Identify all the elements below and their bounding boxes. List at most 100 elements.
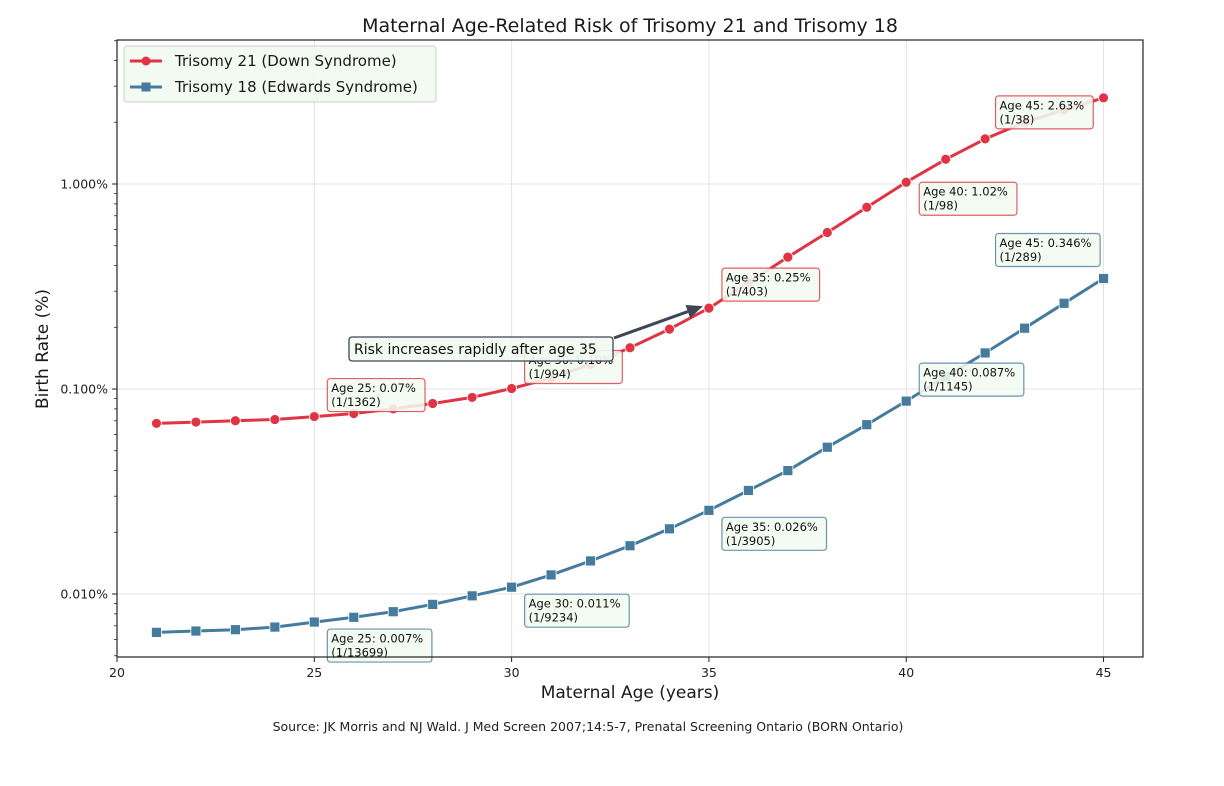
data-point-trisomy18 [506,581,518,593]
data-point-trisomy18 [545,569,557,581]
data-point-trisomy21 [821,227,833,238]
data-point-trisomy21 [900,176,912,188]
annotation-label: Age 45: 2.63% [1000,98,1085,112]
callout: Risk increases rapidly after age 35 [348,304,703,362]
data-point-trisomy21 [190,416,202,428]
annotation-box [326,628,433,663]
y-axis-label: Birth Rate (%) [33,289,53,409]
data-point-trisomy18 [229,624,241,636]
data-point-trisomy18 [585,555,596,567]
data-point-trisomy21 [466,392,478,403]
annotation-fraction: (1/13699) [331,646,388,660]
annotation-fraction: (1/994) [529,367,571,381]
legend-box [123,45,437,103]
annotation-box [721,267,821,302]
data-point-trisomy21 [269,414,281,425]
annotation-label: Age 35: 0.25% [726,271,811,285]
callout-arrow-head-icon [685,304,703,319]
data-point-trisomy18 [664,523,675,535]
data-point-trisomy21 [624,342,636,354]
data-point-trisomy21 [703,302,715,314]
x-tick-label: 35 [701,665,717,680]
y-axis-ticks: 0.010% 0.100% 1.000% [60,177,117,602]
chart-title: Maternal Age-Related Risk of Trisomy 21 … [362,15,898,37]
square-marker-icon [141,82,151,92]
annotation-fraction: (1/38) [1000,112,1035,126]
annotation-fraction: (1/3905) [726,534,775,548]
annotation-t18-age45: Age 45: 0.346%(1/289) [994,232,1101,268]
data-point-trisomy18 [861,419,873,431]
data-point-trisomy21 [1098,92,1109,104]
annotation-label: Age 40: 0.087% [923,366,1015,380]
annotation-t21-age45: Age 45: 2.63%(1/38) [994,95,1094,130]
data-point-trisomy18 [742,485,754,496]
data-point-trisomy18 [900,395,912,407]
data-point-trisomy21 [664,323,675,335]
annotation-t21-age35: Age 35: 0.25%(1/403) [721,267,821,302]
data-point-trisomy18 [1098,273,1109,284]
data-point-trisomy18 [427,599,439,610]
annotation-fraction: (1/98) [923,199,958,213]
x-tick-label: 20 [109,665,125,680]
source-note: Source: JK Morris and NJ Wald. J Med Scr… [273,719,904,734]
data-point-trisomy18 [1019,322,1031,334]
y-tick-label: 0.100% [60,382,108,397]
data-point-trisomy21 [782,251,794,263]
annotation-t18-age30: Age 30: 0.011%(1/9234) [524,593,630,628]
data-point-trisomy18 [348,611,360,623]
annotation-box [918,362,1025,397]
data-point-trisomy18 [979,347,991,359]
annotation-fraction: (1/289) [1000,250,1042,264]
annotation-t18-age25: Age 25: 0.007%(1/13699) [326,628,433,663]
annotation-fraction: (1/9234) [529,611,578,625]
annotation-fraction: (1/1145) [923,380,972,394]
annotation-label: Age 35: 0.026% [726,520,818,534]
y-tick-label: 0.010% [60,587,108,602]
legend-item-trisomy21: Trisomy 21 (Down Syndrome) [130,52,397,70]
data-point-trisomy18 [190,625,202,637]
legend-label: Trisomy 21 (Down Syndrome) [174,52,397,70]
data-point-trisomy18 [1058,297,1070,309]
annotation-label: Age 25: 0.07% [331,381,416,395]
x-axis-ticks: 20 25 30 35 40 45 [109,657,1111,680]
data-point-trisomy21 [308,411,320,422]
data-point-trisomy18 [151,626,162,638]
data-point-trisomy18 [782,465,794,477]
data-point-trisomy21 [940,153,952,165]
annotations: Age 25: 0.07%(1/1362)Age 30: 0.10%(1/994… [326,95,1101,663]
y-tick-label: 1.000% [60,177,108,192]
x-tick-label: 30 [504,665,520,680]
legend: Trisomy 21 (Down Syndrome) Trisomy 18 (E… [123,45,437,103]
data-point-trisomy21 [229,415,241,427]
callout-box [348,336,614,362]
data-point-trisomy18 [466,590,478,602]
annotation-t18-age35: Age 35: 0.026%(1/3905) [721,516,828,551]
annotation-box [721,516,828,551]
annotation-box [994,95,1094,130]
annotation-box [994,232,1101,268]
data-point-trisomy18 [308,616,320,628]
callout-text: Risk increases rapidly after age 35 [354,342,597,358]
data-point-trisomy21 [151,417,162,429]
annotation-fraction: (1/1362) [331,395,380,409]
annotation-t18-age40: Age 40: 0.087%(1/1145) [918,362,1025,397]
annotation-t21-age40: Age 40: 1.02%(1/98) [918,181,1018,216]
x-tick-label: 40 [898,665,914,680]
data-point-trisomy18 [387,606,399,618]
annotation-t21-age25: Age 25: 0.07%(1/1362) [326,377,426,413]
annotation-box [918,181,1018,216]
data-point-trisomy21 [427,398,439,409]
data-point-trisomy18 [269,621,281,633]
annotation-label: Age 40: 1.02% [923,185,1008,199]
circle-marker-icon [141,56,151,66]
legend-label: Trisomy 18 (Edwards Syndrome) [174,78,418,96]
data-point-trisomy18 [624,540,636,552]
annotation-label: Age 30: 0.011% [529,597,621,611]
plot-frame [116,39,1144,658]
data-point-trisomy18 [703,504,715,516]
x-tick-label: 25 [306,665,322,680]
annotation-label: Age 25: 0.007% [331,632,423,646]
annotation-box [326,377,426,413]
annotation-box [524,593,630,628]
